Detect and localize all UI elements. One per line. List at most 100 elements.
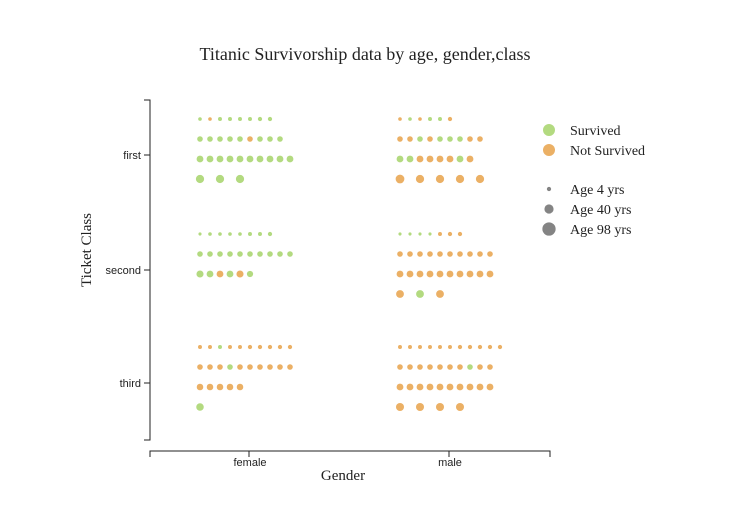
point-male-first-not-survived [416,155,424,163]
point-male-first-not-survived [475,174,485,184]
x-axis-line [149,450,551,457]
point-male-third-not-survived [456,383,464,391]
point-male-first-not-survived [418,117,422,121]
point-male-third-not-survived [406,383,414,391]
point-male-second-not-survived [446,270,454,278]
point-female-first-survived [218,117,222,121]
y-tick-label-third: third [120,378,141,390]
point-female-second-not-survived [236,270,244,278]
point-female-first-survived [257,136,263,142]
legend-label-not-survived: Not Survived [570,144,645,159]
point-female-third-not-survived [236,383,244,391]
point-male-first-not-survived [397,136,403,142]
point-male-first-survived [437,136,443,142]
point-male-third-not-survived [448,345,452,349]
point-female-first-survived [197,136,203,142]
point-male-third-not-survived [497,344,503,350]
point-female-third-not-survived [208,345,212,349]
point-female-second-survived [238,232,242,236]
point-male-second-not-survived [397,251,403,257]
point-male-first-not-survived [435,174,445,184]
point-male-first-not-survived [426,155,434,163]
point-female-second-survived [287,251,293,257]
point-male-first-survived [406,155,414,163]
x-axis-label: Gender [321,468,365,484]
point-male-first-not-survived [395,174,405,184]
point-female-first-survived [237,136,243,142]
point-male-third-not-survived [457,344,463,350]
point-female-second-survived [196,270,204,278]
point-female-first-survived [238,117,242,121]
point-male-third-not-survived [397,364,403,370]
point-female-third-survived [218,345,222,349]
point-female-third-not-survived [238,345,242,349]
point-female-third-not-survived [267,344,273,350]
point-male-third-not-survived [418,345,422,349]
point-female-first-survived [198,117,202,121]
point-male-second-not-survived [407,251,413,257]
point-male-first-survived [447,136,453,142]
chart-title: Titanic Survivorship data by age, gender… [199,44,530,64]
point-male-third-not-survived [446,383,454,391]
point-female-first-survived [235,174,245,184]
point-male-second-survived [416,290,424,298]
point-female-third-not-survived [257,344,263,350]
point-male-first-not-survived [467,136,473,142]
point-female-second-survived [247,251,253,257]
point-female-second-survived [267,251,273,257]
point-female-third-not-survived [247,364,253,370]
point-female-third-not-survived [196,383,204,391]
point-female-first-survived [216,155,224,163]
point-male-second-not-survived [467,251,473,257]
point-male-second-survived [398,232,402,236]
point-male-second-survived [418,232,422,236]
point-male-third-not-survived [467,344,473,350]
point-male-third-not-survived [438,345,442,349]
point-male-second-not-survived [447,251,453,257]
point-male-second-not-survived [396,290,404,298]
point-female-first-survived [266,155,274,163]
point-female-third-not-survived [228,345,232,349]
point-female-first-survived [228,117,232,121]
point-female-first-survived [217,136,223,142]
point-male-third-survived [467,364,473,370]
point-male-first-not-survived [415,174,425,184]
point-female-second-survived [257,251,263,257]
point-male-first-not-survived [407,136,413,142]
point-female-third-not-survived [206,383,214,391]
point-male-third-not-survived [436,383,444,391]
point-male-third-not-survived [486,383,494,391]
point-male-second-not-survived [406,270,414,278]
point-female-third-not-survived [207,364,213,370]
point-male-second-not-survived [487,251,493,257]
data-points [195,116,503,412]
point-female-third-not-survived [257,364,263,370]
x-tick-label-female: female [233,457,266,469]
point-female-third-not-survived [277,344,283,350]
point-male-third-not-survived [477,344,483,350]
point-female-first-survived [277,136,283,142]
point-male-third-not-survived [455,402,465,412]
point-female-first-survived [248,117,252,121]
point-male-second-survived [408,232,412,236]
point-male-second-not-survived [447,231,453,237]
point-female-second-survived [206,270,214,278]
point-male-second-not-survived [457,251,463,257]
point-male-second-not-survived [438,232,442,236]
point-male-third-not-survived [416,383,424,391]
point-female-second-survived [258,232,262,236]
point-male-third-not-survived [398,345,402,349]
x-tick-label-male: male [438,457,462,469]
point-female-first-survived [195,174,205,184]
point-female-third-survived [196,403,204,411]
x-axis: female male Gender [149,450,551,484]
point-female-third-not-survived [217,364,223,370]
point-female-second-survived [228,232,232,236]
point-male-third-not-survived [427,364,433,370]
point-male-third-not-survived [447,364,453,370]
point-male-third-not-survived [435,402,445,412]
point-female-third-not-survived [216,383,224,391]
point-female-first-survived [215,174,225,184]
point-female-first-survived [257,116,263,122]
